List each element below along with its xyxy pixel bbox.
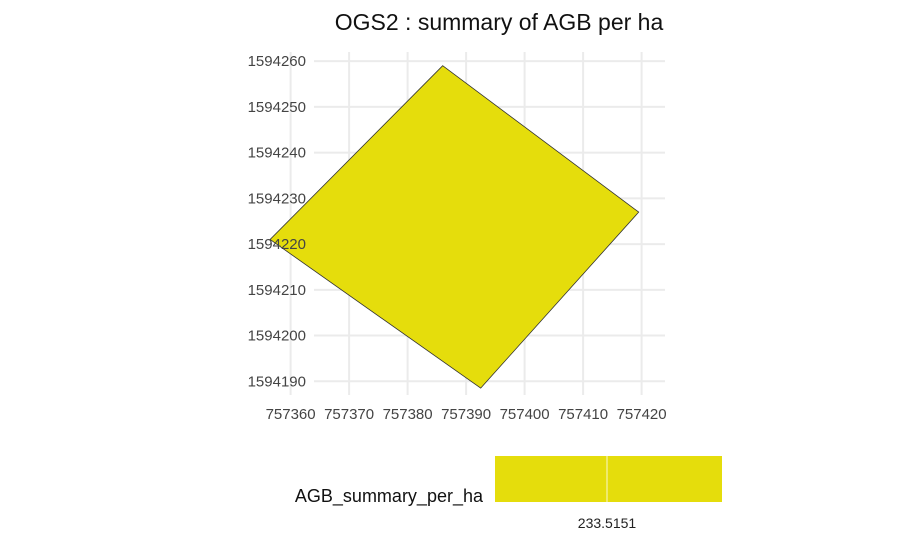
y-axis: 1594190 1594200 1594210 1594220 1594230 15942…	[248, 53, 306, 390]
x-tick-label: 757360	[266, 406, 316, 423]
x-axis: 757360 757370 757380 757390 757400 757410 7574…	[266, 406, 667, 423]
x-tick-label: 757380	[383, 406, 433, 423]
y-tick-label: 1594190	[248, 373, 306, 390]
chart-title: OGS2 : summary of AGB per ha	[335, 9, 664, 35]
y-tick-label: 1594230	[248, 190, 306, 207]
y-tick-label: 1594210	[248, 282, 306, 299]
x-tick-label: 757390	[441, 406, 491, 423]
x-tick-label: 757370	[324, 406, 374, 423]
y-tick-label: 1594200	[248, 328, 306, 345]
legend-colorbar	[495, 456, 722, 502]
y-tick-label: 1594260	[248, 53, 306, 70]
x-tick-label: 757420	[617, 406, 667, 423]
x-tick-label: 757410	[558, 406, 608, 423]
y-tick-label: 1594240	[248, 145, 306, 162]
legend-title: AGB_summary_per_ha	[295, 486, 484, 507]
plot-area	[269, 65, 640, 389]
x-tick-label: 757400	[500, 406, 550, 423]
y-tick-label: 1594220	[248, 236, 306, 253]
agb-polygon	[269, 65, 640, 389]
legend: AGB_summary_per_ha 233.5151	[295, 456, 722, 531]
y-tick-label: 1594250	[248, 99, 306, 116]
legend-label: 233.5151	[578, 515, 637, 531]
